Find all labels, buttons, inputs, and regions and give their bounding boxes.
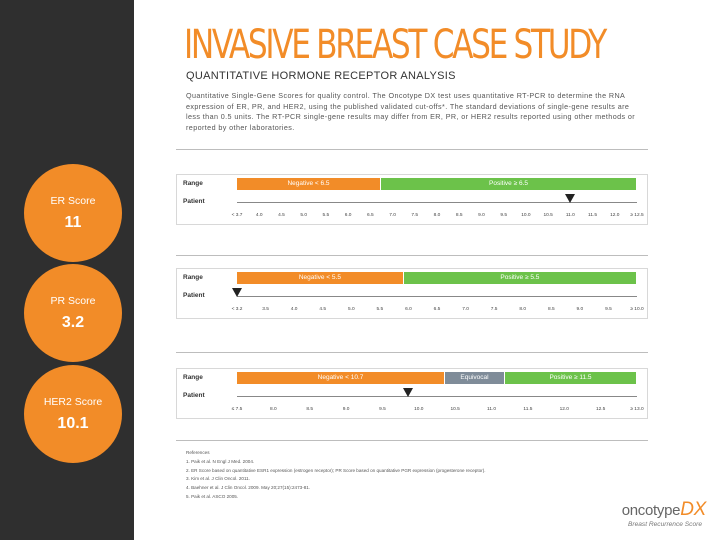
range-segment-positive: Positive ≥ 11.5 [505,372,636,384]
tick-label: 5.0 [347,307,355,312]
tick-label: 4.0 [255,213,263,218]
patient-marker-icon [232,288,242,297]
tick-label: 10.0 [414,407,424,412]
tick-label: 9.0 [576,307,584,312]
range-segment-equivocal: Equivocal [445,372,504,384]
tick-label: ≥ 10.0 [630,307,644,312]
range-segment-positive: Positive ≥ 6.5 [381,178,636,190]
tick-label: ≥ 12.5 [630,213,644,218]
tick-label: 11.0 [487,407,497,412]
tick-label: 11.5 [523,407,533,412]
pr-score-value: 3.2 [61,314,85,331]
patient-axis-line [237,202,637,203]
reference-item: 4. Baehner et al. J Clin Oncol. 2009. Ma… [186,485,311,491]
tick-label: ≤ 7.5 [231,407,243,412]
tick-label: 8.5 [455,213,463,218]
her2-score-label: HER2 Score [43,396,103,408]
range-segment-positive: Positive ≥ 5.5 [403,272,636,284]
patient-axis-line [237,296,637,297]
er-score-value: 11 [64,214,82,231]
tick-label: 5.0 [300,213,307,218]
references: References 1. Paik et al. N Engl J Med. … [186,449,486,502]
patient-axis-line [237,396,637,397]
her2-score-value: 10.1 [57,415,89,432]
tick-label: 12.0 [610,213,620,218]
patient-label: Patient [183,292,205,299]
tick-label: 11.0 [565,213,575,218]
tick-label: 7.0 [389,213,396,218]
tick-label: 8.0 [433,213,441,218]
range-label: Range [183,274,203,281]
tick-label: 6.5 [433,307,441,312]
tick-label: 9.5 [379,407,386,412]
tick-label: 9.5 [500,213,507,218]
patient-label: Patient [183,198,205,205]
patient-marker-icon [402,388,413,397]
tick-label: 8.0 [270,407,277,412]
tick-label: 7.5 [411,213,419,218]
divider [176,255,648,256]
tick-label: 8.0 [519,307,527,312]
tick-label: 4.0 [290,307,298,312]
tick-label: 6.0 [405,307,412,312]
tick-label: 11.5 [588,213,598,218]
range-segment-negative: Negative < 10.7 [237,372,444,384]
her2-score-chart: Range Patient Negative < 10.7 Equivocal Po… [176,368,648,419]
tick-label: 4.5 [319,307,327,312]
tick-label: 10.5 [543,213,553,218]
tick-label: 6.0 [344,213,352,218]
range-segment-negative: Negative < 5.5 [237,272,403,284]
range-segment-negative: Negative < 6.5 [237,178,380,190]
tick-label: 9.5 [605,307,612,312]
patient-label: Patient [183,392,205,399]
divider [176,440,648,441]
her2-score-circle: HER2 Score 10.1 [24,365,122,463]
er-score-circle: ER Score 11 [24,164,122,262]
intro-paragraph: Quantitative Single-Gene Scores for qual… [186,91,636,132]
reference-item: 5. Paik et al. ASCO 2005. [186,493,239,499]
tick-label: < 3.7 [231,213,243,218]
tick-label: 6.5 [366,213,374,218]
reference-item: 3. Kim et al. J Clin Oncol. 2011. [186,476,251,482]
pr-score-circle: PR Score 3.2 [24,264,122,362]
tick-label: 5.5 [376,307,384,312]
tick-label: 9.0 [342,407,350,412]
tick-label: 8.5 [547,307,555,312]
range-label: Range [183,180,203,187]
tick-label: 4.5 [278,213,285,218]
tick-label: 5.5 [322,213,330,218]
tick-label: < 3.2 [231,307,243,312]
tick-label: 7.5 [490,307,498,312]
reference-item: 2. ER Score based on quantitative ESR1 e… [186,467,486,473]
patient-marker-icon [565,194,576,203]
tick-label: 9.0 [478,213,485,218]
pr-score-label: PR Score [50,295,96,307]
logo-tagline: Breast Recurrence Score [627,521,702,528]
reference-item: 1. Paik et al. N Engl J Med. 2004. [186,458,255,464]
divider [176,352,648,353]
logo-wordmark: oncotypeDX [621,499,707,521]
range-label: Range [183,374,203,381]
divider [176,149,648,150]
tick-label: 7.0 [462,307,469,312]
oncotype-dx-logo: oncotypeDX Breast Recurrence Score [612,499,712,531]
logo-brand: oncotype [621,502,681,519]
page-subtitle: QUANTITATIVE HORMONE RECEPTOR ANALYSIS [186,70,456,82]
er-score-chart: Range Patient Negative < 6.5 Positive ≥ 6… [176,174,648,225]
tick-label: 10.0 [521,213,531,218]
logo-dx: DX [680,499,706,520]
references-heading: References [186,450,210,455]
tick-label: 12.0 [559,407,569,412]
er-score-label: ER Score [50,195,96,207]
tick-label: 12.5 [595,407,606,412]
tick-label: 3.5 [262,307,269,312]
tick-label: ≥ 13.0 [630,407,644,412]
page-title: INVASIVE BREAST CASE STUDY [184,22,607,68]
tick-label: 8.5 [306,407,314,412]
tick-label: 10.5 [450,407,460,412]
pr-score-chart: Range Patient Negative < 5.5 Positive ≥ 5… [176,268,648,319]
